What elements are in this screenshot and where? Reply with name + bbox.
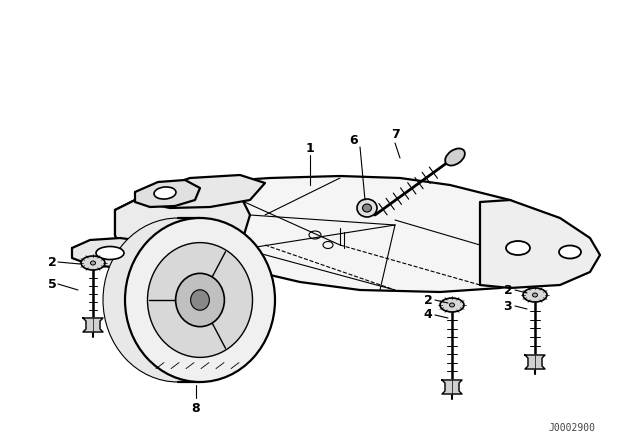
Ellipse shape — [506, 241, 530, 255]
Polygon shape — [442, 380, 462, 394]
Ellipse shape — [90, 261, 95, 265]
Ellipse shape — [96, 246, 124, 259]
Polygon shape — [83, 318, 103, 332]
Polygon shape — [115, 182, 250, 255]
Ellipse shape — [125, 218, 275, 382]
Text: 4: 4 — [424, 309, 433, 322]
Ellipse shape — [559, 246, 581, 258]
Text: 2: 2 — [47, 255, 56, 268]
Ellipse shape — [175, 273, 225, 327]
Ellipse shape — [532, 293, 538, 297]
Text: 7: 7 — [390, 129, 399, 142]
Polygon shape — [72, 238, 155, 268]
Ellipse shape — [440, 298, 464, 312]
Polygon shape — [480, 200, 600, 288]
Ellipse shape — [449, 303, 454, 307]
Text: J0002900: J0002900 — [548, 423, 595, 433]
Text: 6: 6 — [349, 134, 358, 146]
Text: 8: 8 — [192, 401, 200, 414]
Text: 5: 5 — [47, 277, 56, 290]
Ellipse shape — [191, 290, 209, 310]
Ellipse shape — [81, 256, 105, 270]
Ellipse shape — [445, 148, 465, 165]
Text: 2: 2 — [424, 293, 433, 306]
Ellipse shape — [103, 218, 253, 382]
Text: 1: 1 — [306, 142, 314, 155]
Ellipse shape — [523, 288, 547, 302]
Ellipse shape — [357, 199, 377, 217]
Text: 2: 2 — [504, 284, 513, 297]
Polygon shape — [155, 175, 265, 208]
Ellipse shape — [362, 204, 371, 212]
Polygon shape — [525, 355, 545, 369]
Polygon shape — [115, 176, 560, 292]
Polygon shape — [135, 180, 200, 207]
Text: 3: 3 — [504, 300, 512, 313]
Ellipse shape — [147, 243, 253, 358]
Ellipse shape — [154, 187, 176, 199]
